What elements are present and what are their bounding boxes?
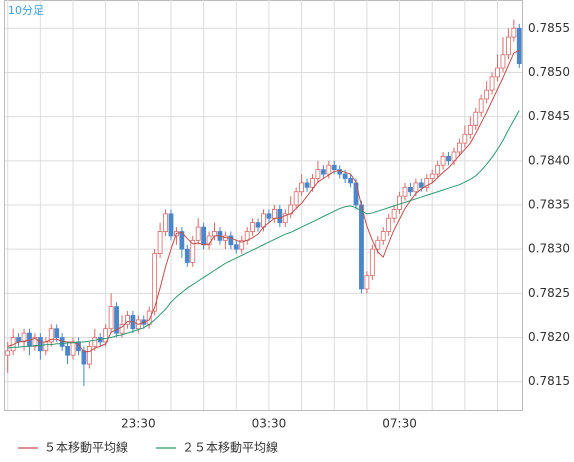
candle-body	[190, 239, 196, 263]
candle-body	[386, 217, 392, 232]
x-tick-label: 03:30	[252, 417, 287, 431]
candle-body	[48, 328, 54, 343]
candle-body	[271, 209, 277, 219]
candle-body	[320, 169, 326, 175]
candle-body	[32, 337, 38, 347]
ma-line	[7, 110, 520, 349]
candle-body	[495, 67, 500, 78]
candle-body	[397, 195, 402, 210]
candle-body	[86, 345, 92, 365]
candle-body	[429, 173, 435, 179]
candle-body	[157, 231, 163, 254]
x-tick-label: 23:30	[121, 417, 156, 431]
candle-body	[293, 191, 299, 206]
candle-body	[326, 164, 332, 175]
candle-body	[228, 235, 234, 246]
candle-body	[424, 178, 430, 188]
y-tick-label: 0.7840	[528, 153, 570, 167]
candle-body	[446, 156, 451, 162]
y-tick-label: 0.7845	[528, 109, 570, 123]
candle-body	[59, 337, 65, 347]
y-tick-label: 0.7835	[528, 198, 570, 212]
candle-body	[473, 111, 479, 126]
candle-body	[369, 248, 375, 277]
candle-body	[114, 306, 119, 334]
candle-body	[462, 133, 468, 144]
candle-body	[435, 164, 441, 175]
y-tick-label: 0.7855	[528, 21, 570, 35]
candle-body	[516, 27, 522, 65]
x-tick-label: 07:30	[382, 417, 417, 431]
candle-body	[359, 204, 364, 290]
candle-body	[65, 345, 70, 356]
candle-body	[168, 213, 174, 237]
candle-body	[21, 332, 27, 343]
candle-body	[212, 231, 217, 237]
candle-body	[255, 222, 261, 228]
candle-body	[484, 89, 490, 100]
candle-body	[380, 231, 386, 241]
candle-body	[402, 186, 408, 197]
candle-body	[391, 209, 397, 219]
candle-body	[266, 213, 272, 219]
candle-body	[70, 341, 76, 356]
candle-body	[179, 231, 185, 250]
candle-body	[337, 169, 343, 175]
candle-body	[511, 27, 517, 38]
candle-body	[282, 213, 288, 224]
candle-body	[457, 142, 462, 153]
candle-body	[440, 156, 446, 166]
candle-body	[43, 341, 49, 352]
candle-body	[37, 337, 43, 352]
candle-body	[201, 226, 207, 246]
candle-body	[119, 323, 125, 334]
candle-body	[92, 337, 98, 347]
candle-body	[408, 186, 413, 193]
candle-body	[375, 239, 381, 250]
legend-label: ５本移動平均線	[44, 440, 128, 455]
candle-body	[348, 178, 353, 184]
candle-body	[81, 350, 87, 365]
candle-body	[184, 248, 190, 263]
candle-body	[152, 253, 158, 312]
candle-body	[505, 36, 511, 56]
candle-body	[277, 209, 283, 224]
candle-body	[342, 173, 348, 179]
candle-body	[451, 151, 457, 162]
candle-body	[310, 178, 315, 188]
candle-body	[315, 169, 321, 179]
y-tick-label: 0.7825	[528, 286, 570, 300]
candle-body	[304, 182, 310, 188]
candle-body	[418, 182, 424, 188]
candle-body	[500, 54, 506, 69]
candle-body	[299, 182, 304, 193]
candle-body	[239, 239, 245, 250]
candle-body	[467, 125, 473, 135]
candle-body	[489, 76, 495, 91]
candle-body	[163, 213, 168, 232]
y-tick-label: 0.7815	[528, 374, 570, 388]
y-tick-label: 0.7850	[528, 65, 570, 79]
candle-body	[413, 182, 419, 193]
legend-label: ２５本移動平均線	[182, 440, 278, 455]
candle-body	[54, 328, 60, 338]
candle-body	[250, 222, 256, 232]
candle-body	[233, 244, 239, 250]
candle-body	[125, 315, 130, 325]
chart-title: 10分足	[8, 4, 44, 17]
candle-body	[331, 164, 337, 171]
candle-body	[195, 226, 201, 241]
y-tick-label: 0.7820	[528, 330, 570, 344]
candle-body	[108, 306, 114, 330]
candle-body	[364, 275, 370, 290]
candle-body	[261, 213, 266, 228]
ma-line	[7, 49, 520, 353]
candle-body	[5, 350, 11, 356]
candle-body	[244, 231, 250, 241]
candle-body	[478, 98, 484, 113]
candle-body	[103, 328, 109, 343]
y-tick-label: 0.7830	[528, 242, 570, 256]
